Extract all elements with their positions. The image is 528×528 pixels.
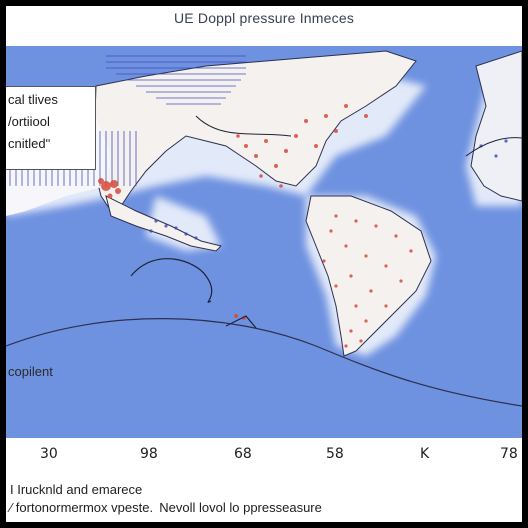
pressure-contour-line [225,315,257,329]
x-tick-label: 98 [140,446,158,462]
map-legend: cal tlives /ortiiool cnitledʺ [6,86,96,170]
map-title: UE Doppl pressure Inmeces [173,10,355,26]
legend-line: /ortiiool [8,114,50,129]
x-tick-label: 58 [326,446,344,462]
south-america-landmass [305,195,432,357]
caption-line: ∕ fortonormermox vpeste. Nevoll lovol lo… [10,500,322,515]
x-tick-label: K [420,446,430,462]
x-tick-label: 78 [500,446,518,462]
legend-line: cal tlives [8,92,58,107]
eastern-landmass [470,50,522,202]
pressure-contour-line [465,137,522,157]
x-tick-label: 68 [234,446,252,462]
legend-line: cnitledʺ [8,136,51,151]
caption-line: I Irucknld and emarece [10,482,143,497]
map-figure: UE Doppl pressure Inmeces [6,6,522,522]
x-axis: 30 98 68 58 K 78 [6,438,522,468]
pressure-markings [98,104,413,348]
pressure-contour-line [130,258,213,303]
central-america-landmass [105,195,222,252]
northern-hatching [106,55,246,105]
pressure-contour-line [195,115,292,137]
pressure-contour-line [6,318,522,407]
map-area: cal tlives /ortiiool cnitledʺ copilent [6,46,522,438]
ocean-label: copilent [8,364,53,379]
x-tick-label: 30 [40,446,58,462]
ocean-markings [149,139,508,240]
